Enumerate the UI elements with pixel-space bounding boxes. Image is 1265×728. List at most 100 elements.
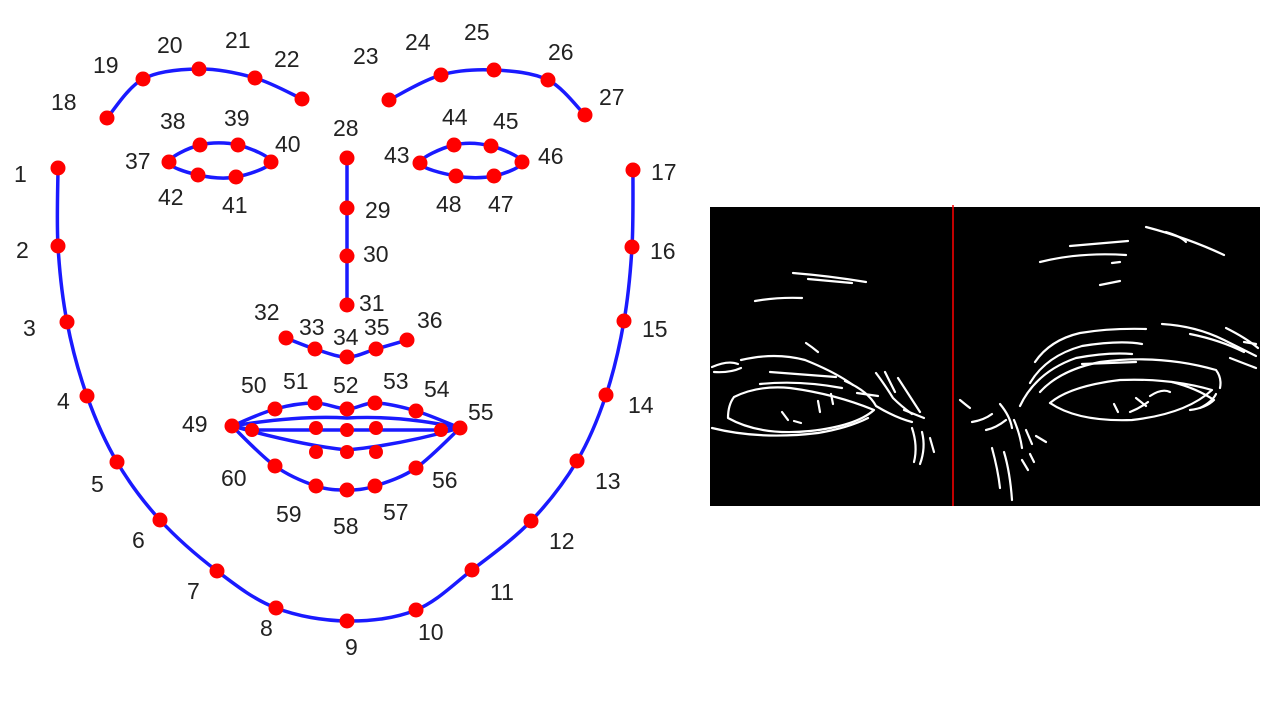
landmark-label: 29 bbox=[365, 197, 391, 223]
landmark-point bbox=[486, 168, 502, 184]
edge-line bbox=[710, 416, 870, 437]
landmark-label: 9 bbox=[345, 634, 358, 660]
landmark-label: 47 bbox=[488, 191, 514, 217]
landmark-label: 42 bbox=[158, 184, 184, 210]
landmark-point bbox=[408, 602, 424, 618]
landmark-label: 49 bbox=[182, 411, 208, 437]
landmark-point bbox=[625, 162, 641, 178]
landmark-point bbox=[267, 458, 283, 474]
landmark-point bbox=[294, 91, 310, 107]
landmark-label: 32 bbox=[254, 299, 280, 325]
landmark-label: 10 bbox=[418, 619, 444, 645]
landmark-label: 13 bbox=[595, 468, 621, 494]
mouth-upper-inner-line bbox=[230, 415, 462, 430]
edge-line bbox=[768, 370, 838, 379]
landmark-label: 22 bbox=[274, 46, 300, 72]
landmark-label: 57 bbox=[383, 499, 409, 525]
edge-line bbox=[1198, 392, 1218, 410]
edge-line bbox=[1002, 450, 1014, 502]
landmark-label: 12 bbox=[549, 528, 575, 554]
landmark-point bbox=[99, 110, 115, 126]
edge-line bbox=[712, 366, 743, 374]
landmark-label: 6 bbox=[132, 527, 145, 553]
landmark-label: 23 bbox=[353, 43, 379, 69]
landmark-point bbox=[230, 137, 246, 153]
edge-map-lines bbox=[710, 225, 1260, 502]
landmark-label: 14 bbox=[628, 392, 654, 418]
edge-line bbox=[1110, 260, 1122, 265]
landmark-point bbox=[339, 248, 355, 264]
edge-line bbox=[1148, 389, 1172, 398]
edge-line bbox=[990, 446, 1002, 490]
edge-line bbox=[896, 376, 922, 414]
landmark-point bbox=[308, 478, 324, 494]
eye-edge-map-panel bbox=[710, 205, 1260, 506]
mouth-mesh-point bbox=[369, 421, 383, 435]
landmark-point bbox=[598, 387, 614, 403]
landmark-label: 35 bbox=[364, 314, 390, 340]
edge-line bbox=[1012, 418, 1024, 450]
edge-line bbox=[1170, 380, 1216, 412]
landmark-point bbox=[307, 395, 323, 411]
landmark-label: 1 bbox=[14, 161, 27, 187]
edge-line bbox=[1038, 253, 1128, 264]
landmark-label: 16 bbox=[650, 238, 676, 264]
mouth-mesh-point bbox=[340, 445, 354, 459]
edge-line bbox=[1080, 360, 1138, 366]
landmark-label: 17 bbox=[651, 159, 677, 185]
landmark-label: 15 bbox=[642, 316, 668, 342]
landmark-point bbox=[247, 70, 263, 86]
landmark-label: 31 bbox=[359, 290, 385, 316]
landmark-label: 58 bbox=[333, 513, 359, 539]
edge-line bbox=[1128, 400, 1150, 414]
edge-line bbox=[998, 402, 1014, 430]
edge-line bbox=[1228, 356, 1258, 370]
landmark-point bbox=[624, 239, 640, 255]
landmark-point bbox=[263, 154, 279, 170]
landmark-point bbox=[523, 513, 539, 529]
landmark-point bbox=[569, 453, 585, 469]
landmark-point bbox=[368, 341, 384, 357]
edge-line bbox=[1224, 326, 1260, 350]
edge-line bbox=[792, 419, 803, 425]
landmark-point bbox=[339, 613, 355, 629]
landmark-label: 2 bbox=[16, 237, 29, 263]
landmark-points bbox=[50, 61, 641, 629]
edge-line bbox=[710, 361, 740, 369]
landmark-point bbox=[464, 562, 480, 578]
landmark-point bbox=[514, 154, 530, 170]
edge-line bbox=[1098, 279, 1122, 287]
edge-line bbox=[1034, 434, 1048, 444]
landmark-point bbox=[109, 454, 125, 470]
landmark-label: 19 bbox=[93, 52, 119, 78]
landmark-point bbox=[209, 563, 225, 579]
landmark-label: 41 bbox=[222, 192, 248, 218]
landmark-label: 21 bbox=[225, 27, 251, 53]
landmark-point bbox=[135, 71, 151, 87]
landmark-label: 5 bbox=[91, 471, 104, 497]
landmark-point bbox=[339, 401, 355, 417]
landmark-label: 56 bbox=[432, 467, 458, 493]
landmark-label: 24 bbox=[405, 29, 431, 55]
mouth-mesh-point bbox=[245, 423, 259, 437]
edge-line bbox=[874, 371, 914, 416]
landmark-point bbox=[161, 154, 177, 170]
edge-line bbox=[1242, 340, 1258, 346]
mouth-mesh-point bbox=[309, 445, 323, 459]
edge-line bbox=[1160, 322, 1258, 358]
edge-line bbox=[816, 399, 822, 414]
landmark-point bbox=[408, 460, 424, 476]
landmark-label: 44 bbox=[442, 104, 468, 130]
landmark-label: 48 bbox=[436, 191, 462, 217]
landmark-point bbox=[224, 418, 240, 434]
landmark-label: 50 bbox=[241, 372, 267, 398]
mouth-mesh-point bbox=[434, 423, 448, 437]
landmark-label: 27 bbox=[599, 84, 625, 110]
edge-line bbox=[1020, 458, 1030, 472]
landmark-label: 43 bbox=[384, 142, 410, 168]
edge-line bbox=[910, 426, 917, 464]
edge-line bbox=[1188, 332, 1246, 354]
edge-line bbox=[958, 398, 972, 410]
landmark-point bbox=[152, 512, 168, 528]
